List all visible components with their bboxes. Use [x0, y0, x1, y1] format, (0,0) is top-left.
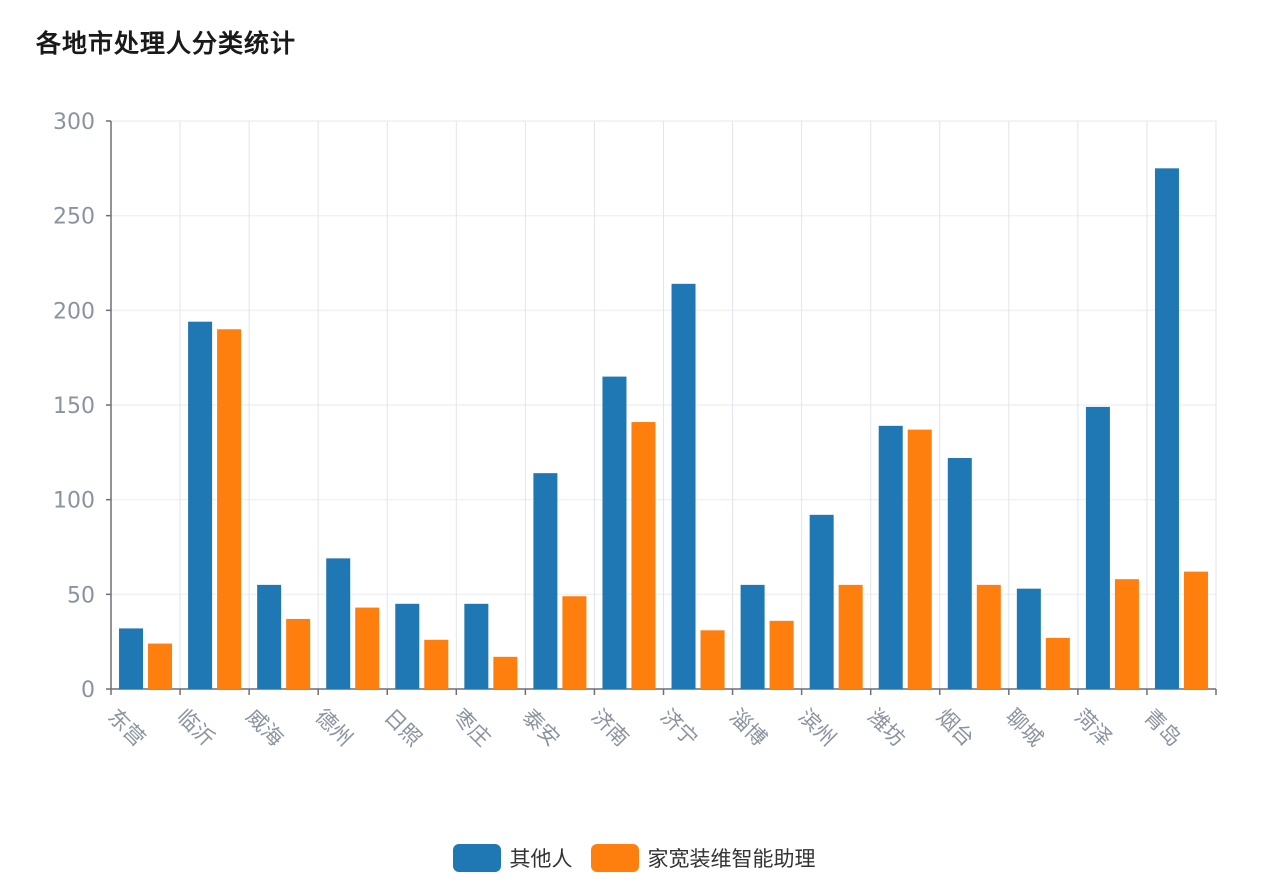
bar-series-0-1 — [188, 321, 213, 689]
bar-series-1-10 — [838, 584, 863, 689]
x-tick-label-3: 德州 — [310, 704, 357, 751]
x-tick-label-11: 潍坊 — [863, 704, 910, 751]
bar-series-0-4 — [395, 603, 420, 689]
bar-series-1-6 — [562, 596, 587, 689]
bar-series-1-4 — [424, 639, 449, 689]
bar-series-1-13 — [1045, 637, 1070, 689]
x-tick-label-10: 滨州 — [794, 704, 841, 751]
bar-series-0-8 — [671, 283, 696, 689]
bar-series-1-3 — [355, 607, 380, 689]
x-tick-label-14: 菏泽 — [1070, 704, 1117, 751]
chart-title: 各地市处理人分类统计 — [36, 29, 297, 58]
y-tick-label-0: 0 — [81, 678, 95, 703]
legend-label-series-1: 家宽装维智能助理 — [647, 847, 816, 871]
x-tick-label-0: 东营 — [103, 704, 150, 751]
bar-series-1-2 — [286, 618, 311, 689]
bar-series-0-11 — [878, 425, 903, 689]
bar-series-1-8 — [700, 630, 725, 689]
bar-series-0-15 — [1154, 168, 1179, 690]
y-tick-label-3: 150 — [53, 394, 95, 419]
x-tick-label-4: 日照 — [379, 704, 426, 751]
bar-series-0-7 — [602, 376, 627, 689]
bar-series-0-6 — [533, 473, 558, 689]
x-tick-label-15: 青岛 — [1139, 704, 1186, 751]
bar-series-0-3 — [326, 558, 351, 689]
legend-label-series-0: 其他人 — [509, 847, 573, 871]
legend: 其他人 家宽装维智能助理 — [0, 843, 1268, 873]
x-tick-label-2: 威海 — [241, 704, 288, 751]
legend-swatch-series-0 — [452, 844, 501, 872]
x-tick-label-12: 烟台 — [932, 704, 979, 751]
bar-series-1-1 — [217, 329, 242, 689]
x-tick-label-9: 淄博 — [725, 704, 772, 751]
y-tick-label-5: 250 — [53, 205, 95, 230]
x-tick-label-13: 聊城 — [1001, 704, 1048, 751]
bar-series-0-0 — [119, 628, 144, 689]
bar-series-1-15 — [1183, 571, 1208, 689]
bar-series-0-13 — [1016, 588, 1041, 689]
y-tick-label-2: 100 — [53, 489, 95, 514]
legend-swatch-series-1 — [590, 844, 639, 872]
bar-series-1-0 — [148, 643, 173, 689]
bar-series-1-11 — [907, 429, 932, 689]
x-tick-label-1: 临沂 — [172, 704, 219, 751]
bar-series-0-10 — [809, 514, 834, 689]
bar-series-0-14 — [1085, 406, 1110, 689]
y-tick-label-4: 200 — [53, 299, 95, 324]
bar-series-0-9 — [740, 584, 765, 689]
y-tick-label-6: 300 — [53, 110, 95, 135]
bar-series-0-5 — [464, 603, 489, 689]
x-tick-label-8: 济宁 — [656, 704, 703, 751]
x-tick-label-7: 济南 — [587, 704, 634, 751]
bar-series-1-9 — [769, 620, 794, 689]
bar-series-0-2 — [257, 584, 282, 689]
bar-series-1-12 — [976, 584, 1001, 689]
bar-series-1-5 — [493, 656, 518, 689]
bar-series-1-14 — [1114, 579, 1139, 689]
x-tick-label-6: 泰安 — [518, 704, 565, 751]
x-tick-label-5: 枣庄 — [449, 704, 496, 751]
legend-item-series-1[interactable]: 家宽装维智能助理 — [590, 843, 816, 873]
bar-series-0-12 — [947, 458, 972, 689]
legend-item-series-0[interactable]: 其他人 — [452, 843, 573, 873]
y-tick-label-1: 50 — [67, 583, 95, 608]
bar-series-1-7 — [631, 422, 656, 689]
